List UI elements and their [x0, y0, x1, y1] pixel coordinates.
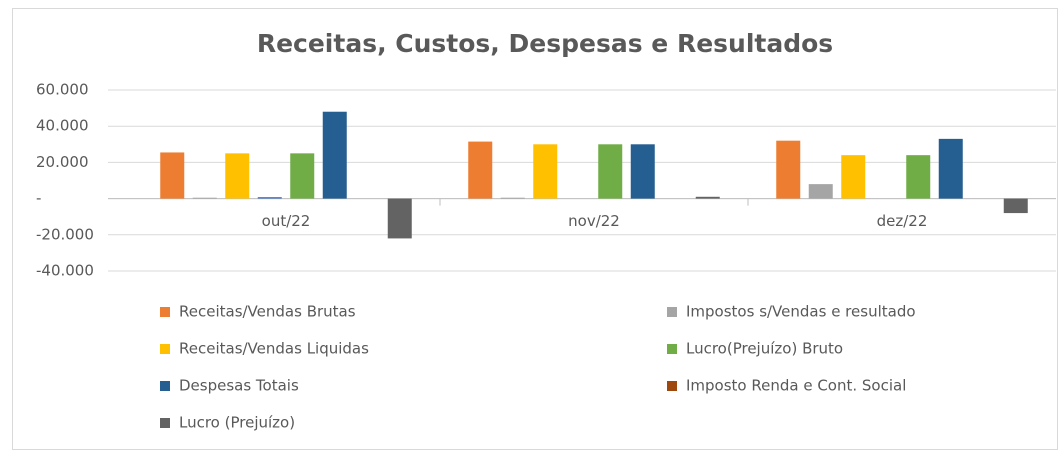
bar — [225, 153, 250, 199]
bar — [906, 155, 931, 199]
y-tick-label: -20.000 — [36, 225, 94, 243]
chart-title: Receitas, Custos, Despesas e Resultados — [257, 29, 833, 58]
bar — [776, 140, 801, 199]
legend-label: Imposto Renda e Cont. Social — [686, 377, 906, 395]
legend-swatch — [160, 381, 170, 391]
bar — [808, 184, 833, 199]
bar — [533, 144, 558, 199]
x-tick-label: out/22 — [262, 212, 311, 230]
y-tick-label: 60.000 — [36, 81, 89, 99]
y-tick-label: 20.000 — [36, 153, 89, 171]
chart-border — [12, 8, 1058, 450]
bar — [841, 155, 866, 199]
x-tick-label: dez/22 — [877, 212, 928, 230]
bar — [322, 111, 347, 199]
x-tick-label: nov/22 — [568, 212, 620, 230]
y-tick-label: 40.000 — [36, 117, 89, 135]
legend-swatch — [160, 418, 170, 428]
bar — [938, 138, 963, 199]
bar — [468, 141, 493, 199]
bar — [630, 144, 655, 199]
bar — [598, 144, 623, 199]
bar — [500, 197, 525, 199]
legend-label: Receitas/Vendas Brutas — [179, 303, 356, 321]
bar — [1003, 198, 1028, 214]
legend-swatch — [160, 307, 170, 317]
legend-label: Lucro (Prejuízo) — [179, 414, 295, 432]
bar — [290, 153, 315, 199]
legend-swatch — [667, 307, 677, 317]
bar — [192, 197, 217, 199]
legend-label: Receitas/Vendas Liquidas — [179, 340, 369, 358]
y-tick-label: -40.000 — [36, 262, 94, 280]
y-tick-label: - — [36, 189, 41, 207]
legend-swatch — [667, 381, 677, 391]
legend-label: Lucro(Prejuízo) Bruto — [686, 340, 843, 358]
bar — [387, 198, 412, 239]
legend-swatch — [160, 344, 170, 354]
legend-label: Impostos s/Vendas e resultado — [686, 303, 916, 321]
legend-swatch — [667, 344, 677, 354]
bar — [160, 152, 185, 199]
bar — [695, 196, 720, 199]
bar — [257, 197, 282, 199]
legend-label: Despesas Totais — [179, 377, 299, 395]
